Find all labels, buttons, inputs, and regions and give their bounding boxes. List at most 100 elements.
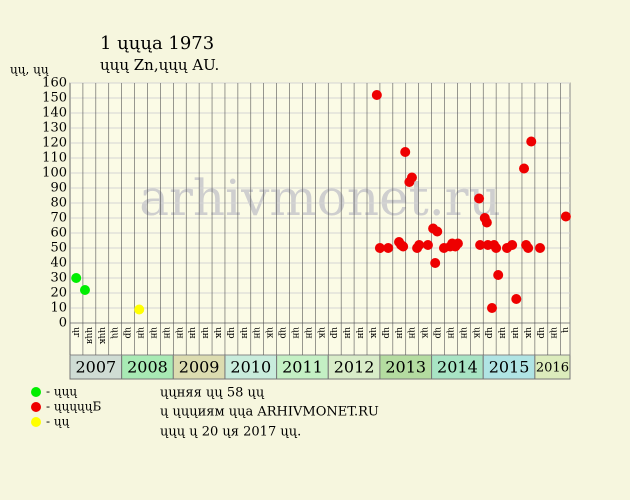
legend-marker [31,402,41,412]
year-label: 2014 [437,358,478,377]
y-tick-label: 30 [50,271,67,286]
year-label: 2016 [536,361,569,376]
chart-title: 1 ųųųa 1973 [100,33,214,54]
x-tick-label: ųк [213,327,223,339]
x-tick-label: ųр [226,327,236,339]
x-tick-label: ųн [355,327,365,339]
point [487,303,498,313]
point [406,172,417,183]
x-tick-label: ųн [510,327,520,339]
y-tick-label: 100 [42,166,67,181]
point [79,285,90,295]
y-tick-label: 130 [42,121,67,136]
x-tick-label: ųн [407,327,417,339]
point [481,217,492,228]
x-tick-label: ųн [136,327,146,339]
x-tick-label: ųн [303,327,313,339]
x-tick-label: ųн [497,327,507,339]
point [432,226,443,237]
note: ųųняя ųų 58 ųų [160,386,265,401]
year-label: 2008 [127,358,168,377]
point [493,270,504,280]
legend-label: - ųųųųųБ [46,400,102,414]
y-tick-label: 160 [42,76,67,91]
x-tick-label: ųк [368,327,378,339]
x-tick-label: ųк [471,327,481,339]
point [414,240,425,250]
year-band [224,354,278,380]
point [526,136,537,147]
point [374,243,385,253]
point [383,243,394,253]
legend-marker [31,417,41,427]
y-tick-label: 50 [50,241,67,256]
x-tick-label: ųр [278,327,288,339]
x-tick-label: ųн [290,327,300,339]
point [71,273,82,283]
y-tick-label: 40 [50,256,67,271]
y-tick-label: 80 [50,196,67,211]
x-tick-label: ųн [458,327,468,339]
x-tick-label: ųр [536,327,546,339]
y-tick-label: 150 [42,91,67,106]
y-tick-label: 120 [42,136,67,151]
point [507,240,518,250]
point [535,243,546,253]
watermark: arhivmonet.ru [139,169,501,227]
legend-label: - ųų [46,415,70,429]
x-tick-label: ųн [187,327,197,339]
point [371,90,382,100]
point [491,243,502,253]
point [452,238,463,249]
x-tick-label: ųųя [84,327,94,345]
x-tick-label: ųр [329,327,339,339]
y-tick-label: 70 [50,211,67,226]
x-tick-label: ųн [239,327,249,339]
year-label: 2015 [489,358,530,377]
x-tick-label: ųųк [97,327,107,345]
x-label-band [69,322,571,356]
x-tick-label: ųн [148,327,158,339]
x-tick-label: ųн [394,327,404,339]
point [400,147,411,157]
year-band [327,354,381,380]
x-tick-label: ųк [316,327,326,339]
x-tick-label: ųг [71,327,81,338]
x-tick-label: ųр [484,327,494,339]
x-tick-label: ųк [523,327,533,339]
point [422,240,433,250]
year-band [172,354,226,380]
y-tick-label: 10 [50,301,67,316]
point [134,304,145,315]
point [474,193,485,204]
year-band [276,354,329,380]
x-tick-label: ųн [174,327,184,339]
x-tick-label: ųр [381,327,391,339]
x-tick-label: ų [560,327,570,333]
point [523,243,534,253]
x-tick-label: ųн [200,327,210,339]
year-label: 2012 [334,358,375,377]
x-tick-label: ųк [420,327,430,339]
year-band [69,354,123,380]
year-label: 2010 [230,358,271,377]
x-tick-label: ųų [110,327,120,339]
legend-label: - ųųų [46,385,77,399]
point [511,294,522,304]
y-tick-label: 90 [50,181,67,196]
x-tick-label: ųр [123,327,133,339]
y-tick-label: 60 [50,226,67,241]
year-label: 2007 [75,358,116,377]
x-tick-label: ųр [433,327,443,339]
x-tick-label: ųн [252,327,262,339]
point [398,241,409,252]
point [560,211,571,222]
y-tick-label: 110 [42,151,67,166]
point [430,258,441,268]
year-band [379,354,433,380]
chart-subtitle: ųųų Zn,ųųų AU. [100,56,219,74]
y-tick-label: 20 [50,286,67,301]
y-tick-label: 0 [59,316,67,331]
